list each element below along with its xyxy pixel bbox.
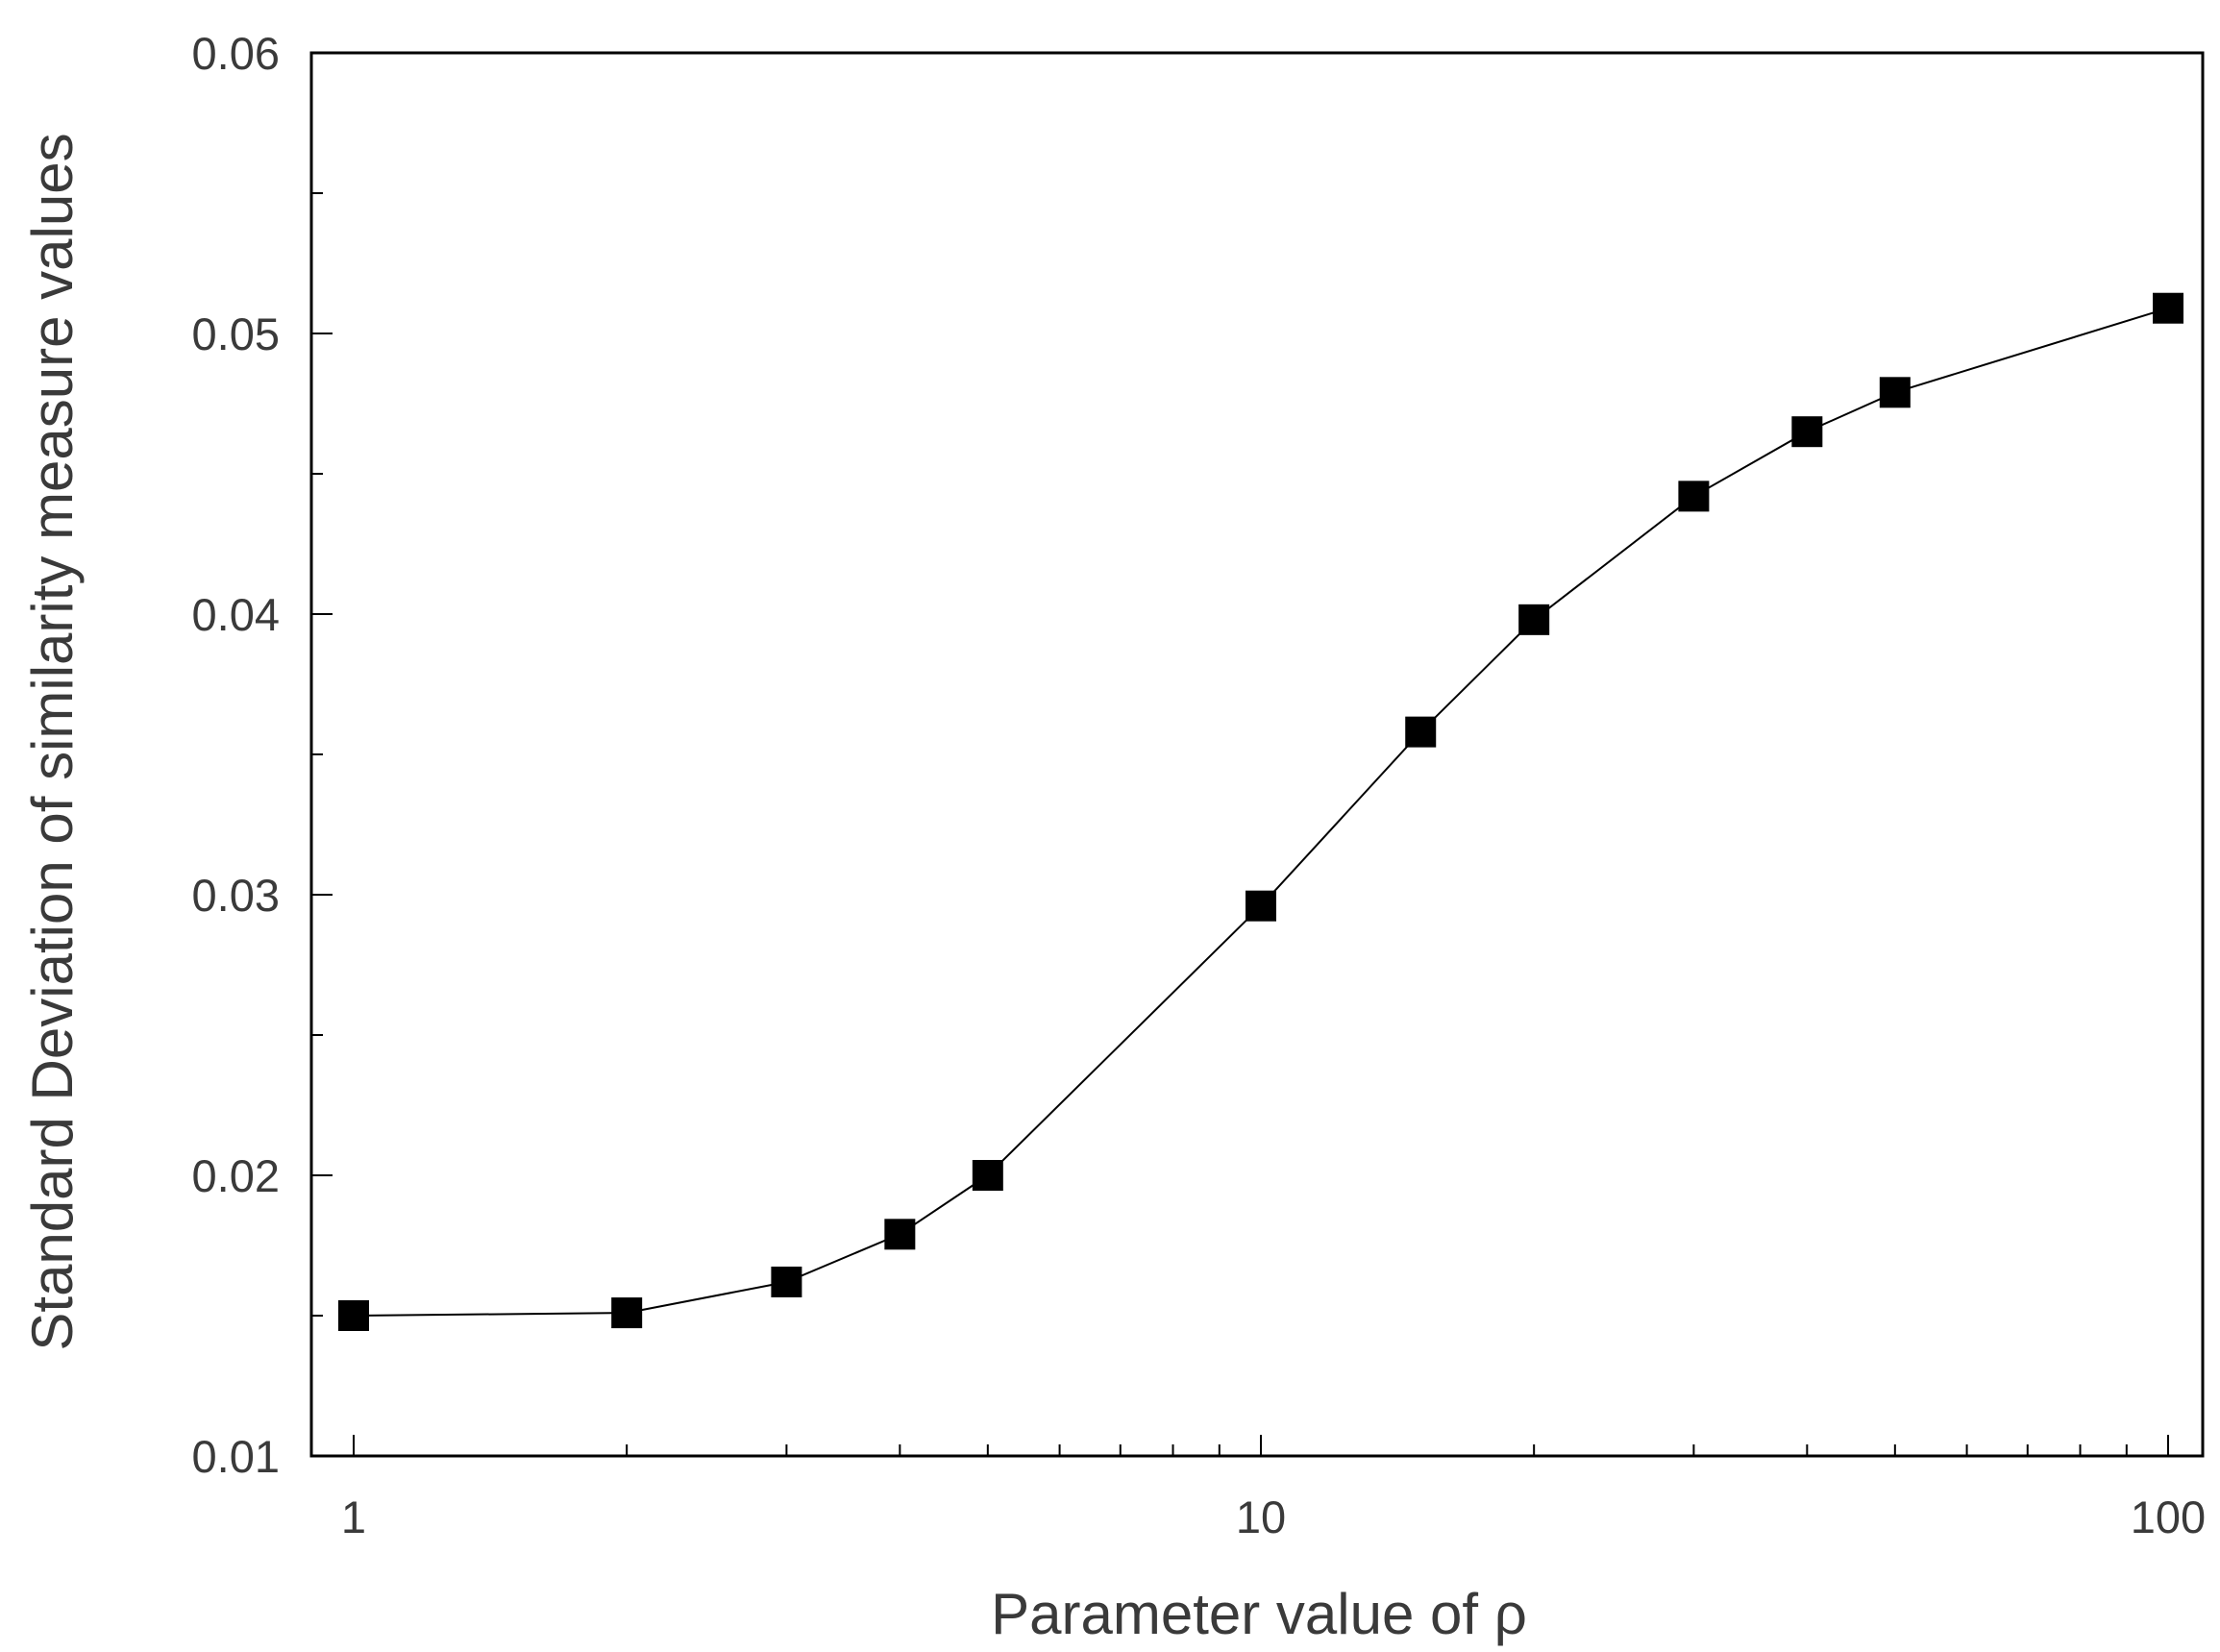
x-axis-label: Parameter value of ρ <box>991 1582 1527 1646</box>
data-point <box>338 1300 369 1331</box>
y-tick-label: 0.04 <box>192 589 280 640</box>
data-point <box>771 1266 802 1297</box>
y-tick-label: 0.01 <box>192 1431 280 1482</box>
data-point <box>1678 481 1710 512</box>
y-axis-label: Standard Deviation of similarity measure… <box>20 133 85 1350</box>
data-point <box>884 1219 916 1250</box>
data-point <box>2153 292 2183 324</box>
series-line <box>353 307 2169 1317</box>
x-ticks: 1 10 100 <box>341 1435 2206 1542</box>
data-point <box>1518 604 1550 635</box>
series <box>338 292 2183 1331</box>
data-point <box>1791 416 1823 448</box>
axes <box>309 51 2205 1458</box>
y-tick-label: 0.02 <box>192 1150 280 1201</box>
data-point <box>1879 377 1911 408</box>
data-point <box>611 1297 643 1329</box>
data-point <box>1405 716 1437 748</box>
x-tick-label: 1 <box>341 1492 366 1542</box>
plot-frame <box>309 51 2205 1458</box>
y-tick-label: 0.03 <box>192 870 280 921</box>
y-tick-label: 0.05 <box>192 308 280 359</box>
x-tick-label: 10 <box>1236 1492 1286 1542</box>
y-tick-label: 0.06 <box>192 28 280 79</box>
x-tick-label: 100 <box>2131 1492 2206 1542</box>
data-point <box>1246 890 1276 922</box>
y-ticks: 0.01 0.02 0.03 0.04 0.05 0.06 <box>192 28 333 1482</box>
data-point <box>972 1160 1003 1191</box>
